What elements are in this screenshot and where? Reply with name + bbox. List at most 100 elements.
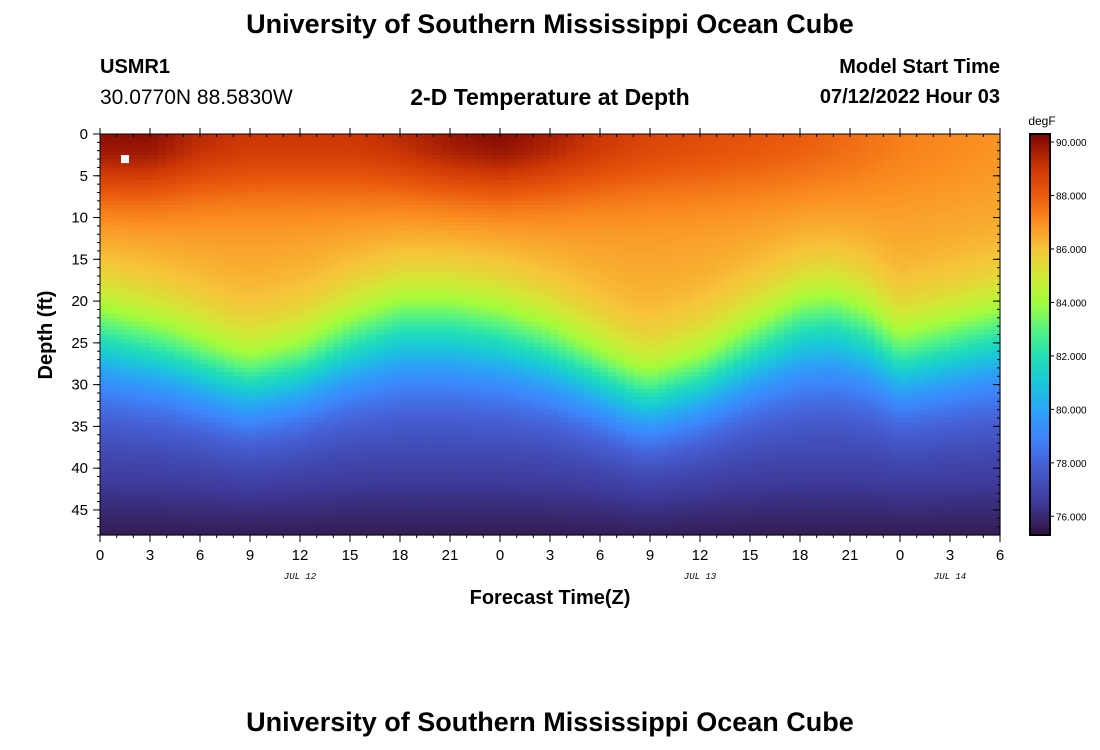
heatmap-cell — [375, 530, 384, 536]
heatmap-cell — [375, 455, 384, 461]
heatmap-cell — [266, 497, 276, 503]
heatmap-cell — [466, 493, 476, 499]
heatmap-cell — [416, 430, 426, 436]
heatmap-cell — [241, 225, 251, 231]
heatmap-cell — [200, 213, 209, 219]
heatmap-cell — [466, 305, 476, 311]
heatmap-cell — [400, 246, 409, 252]
heatmap-cell — [275, 359, 284, 365]
heatmap-cell — [275, 397, 284, 402]
heatmap-cell — [325, 509, 334, 515]
heatmap-cell — [508, 167, 518, 173]
heatmap-cell — [425, 313, 434, 319]
heatmap-cell — [300, 263, 309, 269]
heatmap-cell — [483, 326, 493, 331]
heatmap-cell — [516, 355, 526, 361]
heatmap-cell — [116, 447, 126, 453]
heatmap-cell — [441, 209, 451, 214]
heatmap-cell — [191, 134, 201, 139]
heatmap-cell — [166, 509, 176, 515]
heatmap-cell — [233, 296, 243, 302]
heatmap-cell — [225, 463, 234, 469]
heatmap-cell — [316, 372, 326, 377]
heatmap-cell — [183, 138, 193, 143]
heatmap-cell — [183, 234, 193, 240]
heatmap-cell — [191, 451, 201, 457]
heatmap-cell — [450, 179, 459, 185]
heatmap-cell — [433, 271, 443, 277]
heatmap-cell — [258, 276, 268, 281]
heatmap-cell — [366, 238, 376, 244]
heatmap-cell — [241, 321, 251, 327]
heatmap-cell — [433, 330, 443, 336]
heatmap-cell — [325, 292, 334, 298]
heatmap-cell — [341, 326, 351, 331]
heatmap-cell — [141, 505, 151, 511]
heatmap-cell — [483, 434, 493, 440]
heatmap-cell — [225, 334, 234, 340]
heatmap-cell — [166, 338, 176, 344]
heatmap-cell — [358, 150, 368, 156]
heatmap-cell — [508, 142, 518, 148]
heatmap-cell — [216, 288, 226, 294]
heatmap-cell — [366, 313, 376, 319]
heatmap-cell — [400, 175, 409, 181]
heatmap-cell — [333, 292, 343, 298]
heatmap-cell — [400, 263, 409, 269]
heatmap-cell — [250, 134, 259, 139]
heatmap-cell — [333, 192, 343, 198]
heatmap-cell — [491, 359, 501, 365]
heatmap-cell — [450, 447, 459, 453]
heatmap-cell — [408, 154, 418, 160]
heatmap-cell — [383, 301, 393, 306]
heatmap-cell — [475, 443, 484, 448]
heatmap-cell — [108, 367, 118, 373]
heatmap-cell — [308, 138, 318, 143]
heatmap-cell — [216, 526, 226, 532]
heatmap-cell — [408, 463, 418, 469]
heatmap-cell — [508, 309, 518, 315]
heatmap-cell — [325, 271, 334, 277]
heatmap-cell — [216, 509, 226, 515]
heatmap-cell — [466, 338, 476, 344]
heatmap-cell — [350, 292, 359, 298]
heatmap-cell — [350, 434, 359, 440]
heatmap-cell — [483, 518, 493, 524]
heatmap-cell — [466, 401, 476, 407]
heatmap-cell — [200, 146, 209, 152]
heatmap-cell — [375, 196, 384, 202]
heatmap-cell — [441, 246, 451, 252]
heatmap-cell — [350, 159, 359, 164]
heatmap-cell — [191, 205, 201, 210]
heatmap-cell — [216, 372, 226, 377]
heatmap-cell — [175, 455, 184, 461]
heatmap-cell — [458, 355, 468, 361]
heatmap-cell — [125, 380, 134, 386]
heatmap-cell — [133, 434, 143, 440]
heatmap-cell — [433, 159, 443, 164]
heatmap-cell — [500, 238, 509, 244]
heatmap-cell — [191, 330, 201, 336]
heatmap-cell — [366, 326, 376, 331]
heatmap-cell — [500, 434, 509, 440]
heatmap-cell — [325, 259, 334, 265]
heatmap-cell — [441, 363, 451, 369]
heatmap-cell — [225, 259, 234, 265]
heatmap-cell — [333, 317, 343, 323]
heatmap-cell — [125, 422, 134, 427]
heatmap-cell — [208, 418, 218, 423]
heatmap-cell — [200, 250, 209, 256]
heatmap-cell — [500, 225, 509, 231]
heatmap-cell — [266, 276, 276, 281]
heatmap-cell — [450, 522, 459, 528]
heatmap-cell — [291, 484, 301, 490]
heatmap-cell — [408, 392, 418, 398]
heatmap-cell — [100, 468, 109, 473]
heatmap-cell — [383, 418, 393, 423]
heatmap-cell — [241, 267, 251, 273]
heatmap-cell — [475, 472, 484, 478]
heatmap-cell — [116, 384, 126, 390]
heatmap-cell — [483, 138, 493, 143]
heatmap-cell — [150, 347, 159, 352]
heatmap-cell — [158, 484, 168, 490]
